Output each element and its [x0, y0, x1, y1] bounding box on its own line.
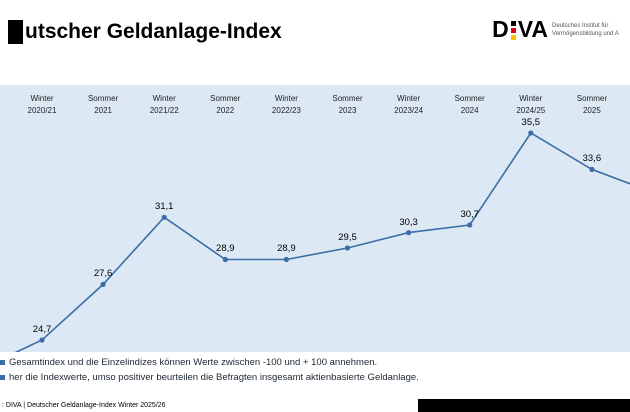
data-point: [283, 256, 289, 263]
data-point: [100, 281, 106, 287]
x-axis-label: Sommer 2022: [210, 94, 241, 115]
data-point-label: 27,6: [93, 268, 113, 280]
data-point-label: 28,9: [277, 243, 296, 255]
x-axis-label: Winter 2023/24: [394, 94, 424, 115]
data-point: [222, 256, 228, 263]
footer: : DIVA | Deutscher Geldanlage-Index Wint…: [0, 398, 630, 412]
diva-logo: D VA Deutsches Institut für Vermögensbil…: [492, 16, 630, 42]
footnotes: Gesamtindex und die Einzelindizes können…: [0, 357, 630, 387]
x-axis-label: Winter 2022/23: [271, 94, 301, 115]
data-point-label: 30,3: [399, 216, 418, 228]
data-point: [467, 222, 473, 228]
x-axis-label: Sommer 2024: [454, 94, 485, 115]
footnote-line: her die Indexwerte, umso positiver beurt…: [0, 372, 630, 383]
data-point-label: 28,9: [216, 243, 235, 255]
x-axis-label: Winter 2024/25: [516, 94, 546, 115]
logo-dot-gold: [510, 35, 516, 40]
footer-black-bar: [418, 399, 630, 412]
logo-dots-icon: [510, 16, 516, 40]
logo-subtitle: Deutsches Institut für Vermögensbildung …: [552, 22, 630, 38]
title-row: utscher Geldanlage-Index: [8, 20, 282, 44]
x-axis-label: Sommer 2023: [332, 94, 363, 115]
data-point: [344, 245, 351, 251]
logo-dot-black: [510, 21, 516, 26]
data-point: [39, 337, 45, 343]
data-point-label: 33,6: [582, 153, 602, 165]
logo-subtitle-line1: Deutsches Institut für: [552, 23, 609, 29]
x-axis-label: Winter 2021/22: [149, 94, 179, 115]
data-point-label: 31,1: [154, 201, 174, 213]
bullet-square-icon: [0, 360, 5, 365]
header: utscher Geldanlage-Index D VA Deutsches …: [0, 0, 630, 85]
index-line-chart: [14, 130, 630, 352]
data-point: [406, 230, 412, 236]
logo-dot-red: [510, 28, 516, 33]
data-point: [528, 130, 534, 136]
x-axis-label: Winter 2020/21: [27, 94, 57, 115]
data-point: [589, 166, 595, 172]
chart-area: Winter 2020/21 Sommer 2021 Winter 2021/22 Somm…: [0, 85, 630, 352]
x-axis-label: Sommer 2021: [87, 94, 119, 115]
data-point-label: 30,7: [460, 208, 479, 220]
data-point-label: 24,7: [32, 324, 52, 335]
footnote-text: her die Indexwerte, umso positiver beurt…: [9, 372, 419, 383]
logo-letter-d: D: [492, 16, 509, 42]
footnote-text: Gesamtindex und die Einzelindizes können…: [9, 357, 378, 368]
logo-subtitle-line2: Vermögensbildung und A: [552, 31, 619, 38]
bullet-square-icon: [0, 375, 5, 380]
index-line: [14, 131, 630, 352]
data-point-label: 35,5: [521, 116, 541, 128]
data-point: [161, 214, 167, 220]
page-title: utscher Geldanlage-Index: [25, 20, 282, 43]
data-point-label: 29,5: [338, 231, 357, 243]
logo-letters-va: VA: [517, 16, 548, 42]
cropped-letter-blob: [8, 20, 23, 44]
x-axis-label: Sommer 2025: [576, 94, 607, 115]
footnote-line: Gesamtindex und die Einzelindizes können…: [0, 357, 630, 368]
source-text: : DIVA | Deutscher Geldanlage-Index Wint…: [2, 402, 166, 409]
